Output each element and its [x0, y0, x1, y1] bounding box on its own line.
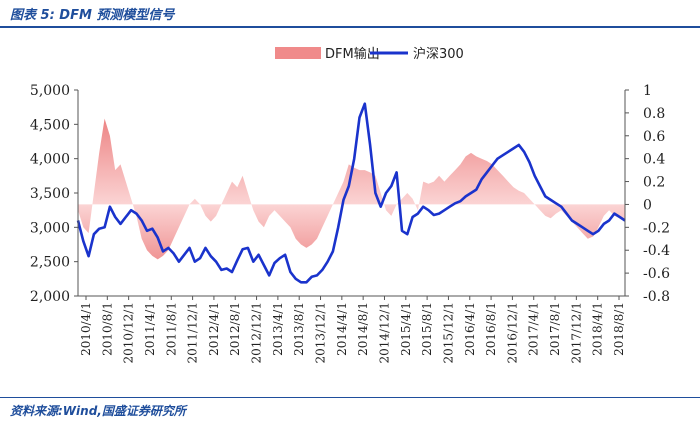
y-right-tick-label: -0.4: [643, 243, 670, 259]
x-tick-label: 2016/12/1: [505, 302, 519, 364]
title-rule: [0, 26, 700, 28]
x-tick-label: 2013/8/1: [292, 302, 306, 356]
dfm-area: [78, 118, 625, 260]
x-tick-label: 2014/8/1: [356, 302, 370, 356]
x-tick-label: 2010/8/1: [100, 302, 114, 356]
x-tick-label: 2010/12/1: [122, 302, 136, 364]
x-tick-label: 2017/4/1: [527, 302, 541, 356]
x-tick-label: 2013/12/1: [314, 302, 328, 364]
y-right-tick-label: 0.2: [643, 175, 665, 191]
dfm-chart: DFM输出 沪深300 2,000 2,500 3,000 3,500 4,000 4,5…: [30, 46, 670, 364]
y-right-tick-label: 0.4: [643, 152, 665, 168]
legend-dfm-swatch: [275, 47, 321, 59]
x-tick-label: 2014/12/1: [377, 302, 391, 364]
figure-title: 图表 5: DFM 预测模型信号: [10, 8, 175, 23]
legend-dfm-label: DFM输出: [325, 46, 380, 62]
x-tick-label: 2010/4/1: [79, 302, 93, 356]
y-left-tick-label: 4,000: [30, 152, 70, 168]
x-tick-label: 2015/4/1: [399, 302, 413, 356]
y-right-tick-label: 0.8: [643, 106, 665, 122]
legend: DFM输出 沪深300: [275, 46, 464, 62]
source-note: 资料来源:Wind,国盛证券研究所: [10, 404, 186, 418]
x-tick-label: 2014/4/1: [335, 302, 349, 356]
x-tick-label: 2015/12/1: [441, 302, 455, 364]
x-tick-label: 2017/12/1: [569, 302, 583, 364]
x-tick-label: 2016/8/1: [484, 302, 498, 356]
x-tick-label: 2018/8/1: [612, 302, 626, 356]
y-left-tick-label: 2,500: [30, 255, 70, 271]
x-tick-label: 2016/4/1: [463, 302, 477, 356]
y-left-tick-label: 4,500: [30, 117, 70, 133]
y-left-tick-label: 5,000: [30, 83, 70, 99]
x-tick-label: 2012/12/1: [250, 302, 264, 364]
y-right-tick-label: -0.6: [643, 266, 670, 282]
x-tick-label: 2017/8/1: [548, 302, 562, 356]
x-tick-label: 2012/8/1: [228, 302, 242, 356]
y-right-tick-label: -0.2: [643, 220, 670, 236]
legend-hs300-label: 沪深300: [413, 46, 464, 62]
x-tick-label: 2015/8/1: [420, 302, 434, 356]
y-left-tick-label: 3,500: [30, 186, 70, 202]
y-right-tick-label: 1: [643, 83, 652, 99]
footer-rule: [0, 397, 700, 398]
y-left-tick-label: 3,000: [30, 220, 70, 236]
x-tick-label: 2018/4/1: [591, 302, 605, 356]
y-right-tick-label: 0.6: [643, 129, 665, 145]
plot-area: 2,000 2,500 3,000 3,500 4,000 4,500 5,000 -0.8 -…: [30, 83, 670, 364]
x-tick-label: 2011/12/1: [186, 302, 200, 364]
y-left-tick-label: 2,000: [30, 289, 70, 305]
hs300-line: [76, 102, 626, 284]
x-tick-label: 2011/4/1: [143, 302, 157, 356]
x-tick-label: 2011/8/1: [164, 302, 178, 356]
y-right-tick-label: 0: [643, 197, 652, 213]
x-tick-label: 2012/4/1: [207, 302, 221, 356]
x-tick-label: 2013/4/1: [271, 302, 285, 356]
y-right-tick-label: -0.8: [643, 289, 670, 305]
